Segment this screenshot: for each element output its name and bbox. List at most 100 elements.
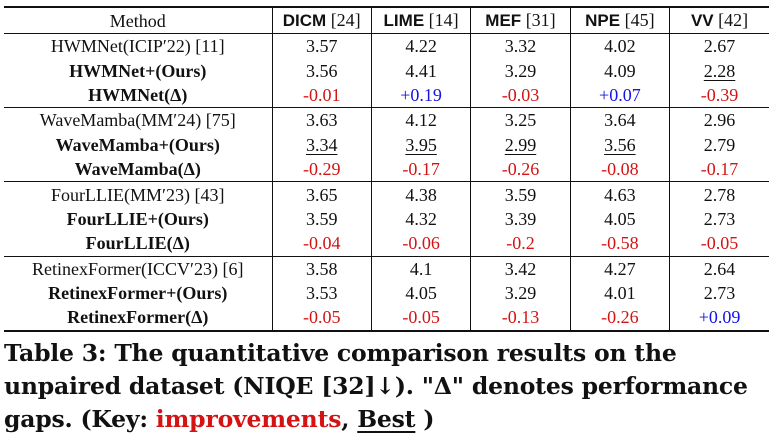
dicm-value-cell: 3.59 [271, 206, 372, 232]
mef-value-cell: 3.29 [470, 280, 571, 306]
mef-value: -0.2 [506, 233, 535, 254]
method-cell: RetinexFormer(Δ) [67, 307, 209, 328]
table-row: FourLLIE+(Ours) 3.59 4.32 3.39 4.05 2.73 [4, 206, 769, 232]
dicm-value-cell: -0.29 [271, 156, 372, 182]
npe-value-cell: 4.02 [569, 33, 670, 59]
lime-value: 4.1 [409, 258, 433, 279]
method-cell: RetinexFormer+(Ours) [48, 283, 228, 304]
vv-value: 2.79 [703, 134, 736, 155]
results-table-container: Method DICM [24] LIME [14] MEF [31] NPE … [4, 6, 769, 332]
table-row: FourLLIE(Δ) -0.04 -0.06 -0.2 -0.58 -0.05 [4, 231, 769, 257]
dicm-value: 3.63 [305, 110, 338, 131]
table-row: FourLLIE(MM′23) [43] 3.65 4.38 3.59 4.63 2.78 [4, 181, 769, 207]
header-npe: NPE [45] [569, 7, 670, 34]
dicm-value: 3.58 [305, 258, 338, 279]
dicm-value-cell: 3.53 [271, 280, 372, 306]
lime-value: +0.19 [400, 84, 442, 105]
table-row: WaveMamba(MM′24) [75] 3.63 4.12 3.25 3.64 2.9… [4, 107, 769, 133]
dicm-value: -0.29 [302, 159, 341, 180]
vv-value-cell: -0.39 [669, 82, 769, 108]
lime-value: 4.32 [405, 208, 437, 229]
npe-value-cell: -0.08 [569, 156, 670, 182]
table-row: RetinexFormer(ICCV′23) [6] 3.58 4.1 3.42 4.2… [4, 256, 769, 281]
lime-value: -0.05 [402, 307, 440, 328]
caption-separator: , [341, 405, 358, 433]
table-row: HWMNet+(Ours) 3.56 4.41 3.29 4.09 2.28 [4, 58, 769, 83]
mef-value-cell: -0.03 [470, 82, 571, 108]
method-cell: FourLLIE+(Ours) [66, 208, 209, 229]
npe-value: -0.58 [601, 233, 639, 254]
mef-value: 3.25 [504, 110, 537, 131]
caption-best: Best [357, 405, 416, 433]
method-cell: HWMNet(Δ) [88, 84, 188, 105]
mef-value-cell: 3.25 [470, 107, 571, 133]
vv-value-cell: 2.96 [669, 107, 769, 133]
mef-value-cell: -0.2 [470, 231, 571, 257]
method-cell: WaveMamba(Δ) [74, 159, 201, 180]
table-group: WaveMamba(MM′24) [75] 3.63 4.12 3.25 3.64 2.9… [4, 107, 769, 182]
mef-value: 3.29 [504, 283, 537, 304]
dicm-value: -0.04 [302, 233, 341, 254]
header-dicm: DICM [24] [271, 7, 372, 34]
mef-value: -0.13 [501, 307, 540, 328]
vv-value: 2.64 [703, 258, 736, 279]
lime-value-cell: 4.22 [370, 33, 471, 59]
mef-value-cell: 3.39 [470, 206, 571, 232]
lime-value: 4.41 [405, 60, 437, 81]
npe-value: -0.26 [601, 307, 639, 328]
dicm-value: 3.53 [305, 283, 338, 304]
mef-value: 3.32 [504, 36, 537, 57]
lime-value-cell: 4.41 [370, 58, 471, 83]
table-caption: Table 3: The quantitative comparison res… [4, 337, 774, 436]
lime-value-cell: 3.95 [370, 132, 471, 157]
mef-value-cell: -0.26 [470, 156, 571, 182]
mef-value: -0.03 [501, 84, 540, 105]
method-cell: RetinexFormer(ICCV′23) [6] [32, 258, 244, 279]
header-mef: MEF [31] [470, 7, 571, 34]
method-cell: FourLLIE(Δ) [85, 233, 190, 254]
vv-value-cell: 2.28 [669, 58, 769, 83]
vv-value: 2.78 [703, 184, 736, 205]
method-cell: HWMNet+(Ours) [69, 60, 207, 81]
vv-value: 2.28 [703, 60, 736, 81]
table-group: HWMNet(ICIP′22) [11] 3.57 4.22 3.32 4.02 2.67… [4, 33, 769, 108]
lime-value: 4.22 [405, 36, 437, 57]
npe-value-cell: -0.26 [569, 305, 670, 331]
npe-value: 4.09 [604, 60, 636, 81]
method-cell: WaveMamba+(Ours) [55, 134, 220, 155]
npe-value-cell: 3.56 [569, 132, 670, 157]
vv-value-cell: 2.78 [669, 181, 769, 207]
vv-value: +0.09 [698, 307, 741, 328]
lime-value-cell: 4.38 [370, 181, 471, 207]
dicm-value: 3.56 [305, 60, 338, 81]
mef-value-cell: -0.13 [470, 305, 571, 331]
table-row: RetinexFormer(Δ) -0.05 -0.05 -0.13 -0.26 +0.0… [4, 305, 769, 331]
vv-value-cell: 2.73 [669, 280, 769, 306]
lime-value: 4.05 [405, 283, 437, 304]
npe-value-cell: 4.63 [569, 181, 670, 207]
mef-value-cell: 3.59 [470, 181, 571, 207]
dicm-value-cell: -0.04 [271, 231, 372, 257]
vv-value-cell: -0.05 [669, 231, 769, 257]
npe-value: -0.08 [601, 159, 639, 180]
dicm-value-cell: 3.58 [271, 256, 372, 281]
npe-value: 4.27 [604, 258, 636, 279]
vv-value: 2.73 [703, 208, 736, 229]
mef-value-cell: 3.32 [470, 33, 571, 59]
mef-value: 3.39 [504, 208, 537, 229]
lime-value-cell: +0.19 [370, 82, 471, 108]
lime-value: 4.38 [405, 184, 437, 205]
caption-improvements: improvements [155, 405, 342, 433]
lime-value: 4.12 [405, 110, 437, 131]
dicm-value: 3.57 [305, 36, 338, 57]
method-cell: FourLLIE(MM′23) [43] [51, 184, 225, 205]
lime-value-cell: 4.12 [370, 107, 471, 133]
table-row: WaveMamba(Δ) -0.29 -0.17 -0.26 -0.08 -0.17 [4, 156, 769, 182]
results-table: Method DICM [24] LIME [14] MEF [31] NPE … [4, 6, 769, 332]
npe-value: 4.02 [604, 36, 636, 57]
mef-value: 2.99 [504, 134, 537, 155]
dicm-value-cell: -0.01 [271, 82, 372, 108]
dicm-value: 3.34 [305, 134, 338, 155]
method-cell: WaveMamba(MM′24) [75] [39, 110, 236, 131]
table-row: WaveMamba+(Ours) 3.34 3.95 2.99 3.56 2.79 [4, 132, 769, 157]
